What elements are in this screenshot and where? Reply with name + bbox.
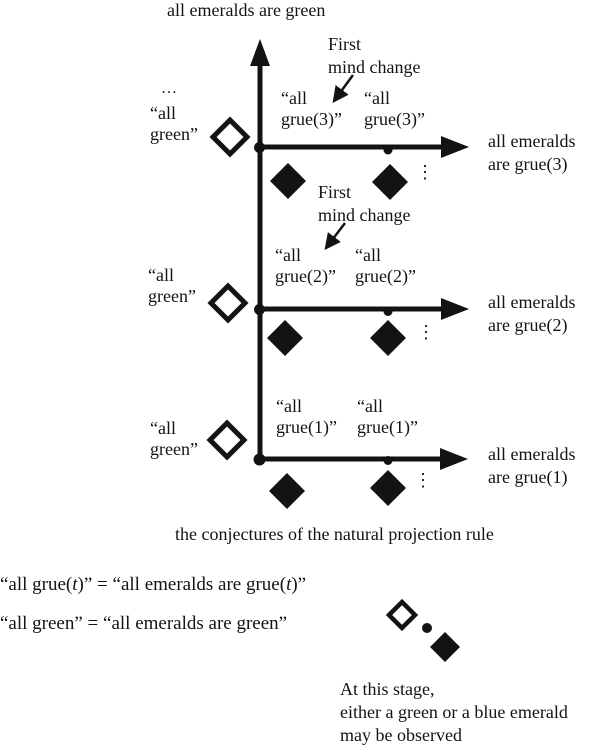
mind-change-arrow-middle: [324, 222, 346, 250]
grue2-axis-arrowhead: [441, 298, 469, 320]
grue3-filled-diamond-left: [270, 163, 306, 199]
legend-text-part: )” = “all emeralds are grue(: [77, 574, 287, 595]
grue1-green-label: “all green”: [150, 418, 198, 459]
grue2-conjecture-right-label: “all grue(2)”: [355, 245, 416, 286]
legend-italic-t: t: [72, 574, 78, 595]
note-open-diamond: [385, 598, 419, 632]
legend-green-definition: “all green” = “all emeralds are green”: [0, 613, 288, 634]
grue3-open-diamond: [209, 116, 251, 158]
grue1-conjecture-left-label: “all grue(1)”: [276, 396, 337, 437]
grue3-conjecture-right-label: “all grue(3)”: [364, 88, 425, 129]
mind-change-arrow-top: [332, 74, 355, 103]
ellipsis-above-green: …: [161, 80, 178, 97]
vertical-axis-arrowhead: [250, 39, 270, 66]
grue1-conjecture-right-label: “all grue(1)”: [357, 396, 418, 437]
grue2-open-diamond: [207, 282, 249, 324]
grue1-filled-diamond-left: [269, 473, 305, 509]
mind-change-label-top: First mind change: [328, 34, 421, 77]
figure-caption: the conjectures of the natural projectio…: [175, 524, 494, 544]
grue1-axis-label: all emeralds are grue(1): [488, 444, 576, 487]
grue3-axis-label: all emeralds are grue(3): [488, 131, 576, 174]
legend-grue-definition: “all grue(t)” = “all emeralds are grue(t…: [0, 574, 306, 595]
grue1-stage-dot: [383, 456, 393, 465]
grue3-stage-dot: [383, 145, 393, 155]
grue1-open-diamond: [206, 419, 248, 461]
grue1-vertical-ellipsis: ⋮: [414, 470, 432, 490]
note-dot: [422, 623, 432, 633]
grue2-stage-dot: [383, 307, 393, 316]
stage-note: At this stage, either a green or a blue …: [340, 679, 568, 745]
grue3-conjecture-left-label: “all grue(3)”: [281, 88, 342, 129]
mind-change-label-middle: First mind change: [318, 182, 411, 225]
grue1-filled-diamond-right: [370, 470, 406, 506]
grue3-green-label: “all green”: [150, 103, 198, 144]
legend-text-part: “all grue(: [0, 574, 73, 595]
grue3-axis-arrowhead: [441, 136, 469, 158]
grue3-vertical-ellipsis: ⋮: [416, 162, 434, 182]
grue2-conjecture-left-label: “all grue(2)”: [275, 245, 336, 286]
grue1-axis-arrowhead: [440, 448, 468, 470]
grue2-filled-diamond-right: [370, 320, 406, 356]
grue2-vertical-ellipsis: ⋮: [417, 322, 435, 342]
figure-title: all emeralds are green: [167, 0, 326, 20]
grue3-filled-diamond-right: [372, 164, 408, 200]
grue2-green-label: “all green”: [148, 265, 196, 306]
grue2-origin-dot: [254, 304, 265, 315]
grue2-filled-diamond-left: [267, 320, 303, 356]
legend-italic-t: t: [286, 574, 292, 595]
grue3-origin-dot: [254, 142, 265, 153]
grue1-origin-dot: [253, 453, 266, 466]
grue2-axis-label: all emeralds are grue(2): [488, 292, 576, 335]
legend-text-part: )”: [291, 574, 307, 595]
note-filled-diamond: [430, 632, 460, 662]
